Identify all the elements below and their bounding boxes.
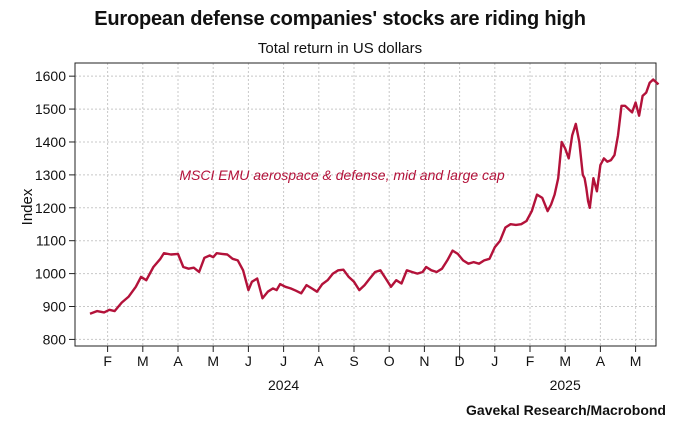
x-tick-label: F xyxy=(103,353,112,369)
plot-frame xyxy=(74,62,657,347)
x-tick-label: N xyxy=(419,353,429,369)
y-tick-label: 1000 xyxy=(35,266,66,282)
grid-lines xyxy=(75,63,656,346)
x-year-label: 2024 xyxy=(268,377,299,393)
chart-subtitle: Total return in US dollars xyxy=(257,40,423,57)
y-tick-label: 1300 xyxy=(35,167,66,183)
x-tick-label: F xyxy=(526,353,535,369)
x-tick-label: M xyxy=(137,353,149,369)
x-year-label: 2025 xyxy=(550,377,581,393)
x-tick-label: O xyxy=(384,353,395,369)
x-tick-label: M xyxy=(207,353,219,369)
series-line xyxy=(89,78,660,315)
x-tick-label: M xyxy=(559,353,571,369)
y-tick-label: 800 xyxy=(43,331,67,347)
series-label: MSCI EMU aerospace & defense, mid and la… xyxy=(179,167,504,183)
x-tick-label: J xyxy=(280,353,287,369)
source-credit: Gavekal Research/Macrobond xyxy=(466,402,666,418)
x-tick-label: A xyxy=(596,353,606,369)
chart-title: European defense companies' stocks are r… xyxy=(94,8,586,30)
y-tick-label: 1100 xyxy=(36,233,66,249)
y-axis-label: Index xyxy=(19,188,36,225)
y-axis: 800 900 1000 1100 1200 1300 1400 1500 1600 xyxy=(35,68,75,347)
x-tick-label: A xyxy=(173,353,183,369)
x-axis: F M A M J J A S O N D J F M A M 2024 2025 xyxy=(103,346,641,393)
y-tick-label: 1400 xyxy=(35,134,66,150)
x-tick-label: D xyxy=(455,353,465,369)
y-tick-label: 1600 xyxy=(35,68,66,84)
x-tick-label: M xyxy=(630,353,642,369)
x-tick-label: S xyxy=(349,353,358,369)
x-tick-label: A xyxy=(314,353,324,369)
y-tick-label: 1200 xyxy=(35,200,66,216)
x-tick-label: J xyxy=(245,353,252,369)
y-tick-label: 900 xyxy=(43,299,67,315)
x-tick-label: J xyxy=(491,353,498,369)
y-tick-label: 1500 xyxy=(35,101,66,117)
